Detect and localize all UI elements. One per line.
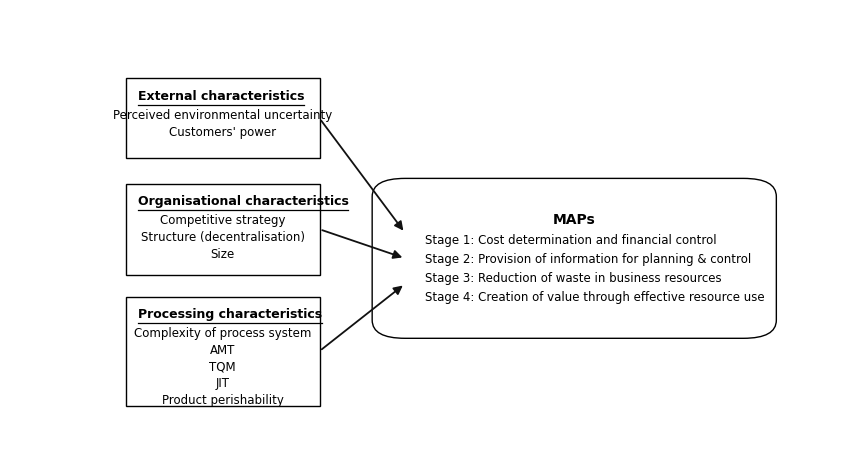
Bar: [126, 78, 320, 159]
FancyBboxPatch shape: [372, 178, 777, 338]
Text: Organisational characteristics: Organisational characteristics: [137, 195, 349, 209]
Text: JIT: JIT: [215, 377, 230, 390]
Text: Structure (decentralisation): Structure (decentralisation): [141, 231, 304, 244]
Bar: [126, 184, 320, 275]
Text: Stage 1: Cost determination and financial control: Stage 1: Cost determination and financia…: [425, 234, 717, 247]
Text: Processing characteristics: Processing characteristics: [137, 308, 321, 321]
Text: Competitive strategy: Competitive strategy: [160, 214, 286, 228]
Bar: [126, 296, 320, 405]
Text: Perceived environmental uncertainty: Perceived environmental uncertainty: [113, 109, 332, 122]
Text: External characteristics: External characteristics: [137, 90, 304, 103]
Text: Stage 4: Creation of value through effective resource use: Stage 4: Creation of value through effec…: [425, 291, 764, 303]
Text: AMT: AMT: [210, 344, 236, 357]
Text: Complexity of process system: Complexity of process system: [134, 327, 311, 340]
Text: Stage 3: Reduction of waste in business resources: Stage 3: Reduction of waste in business …: [425, 272, 722, 285]
Text: Size: Size: [210, 248, 235, 261]
Text: Stage 2: Provision of information for planning & control: Stage 2: Provision of information for pl…: [425, 253, 751, 266]
Text: Customers' power: Customers' power: [169, 126, 276, 139]
Text: MAPs: MAPs: [553, 213, 595, 227]
Text: Product perishability: Product perishability: [162, 394, 283, 407]
Text: TQM: TQM: [209, 361, 236, 373]
